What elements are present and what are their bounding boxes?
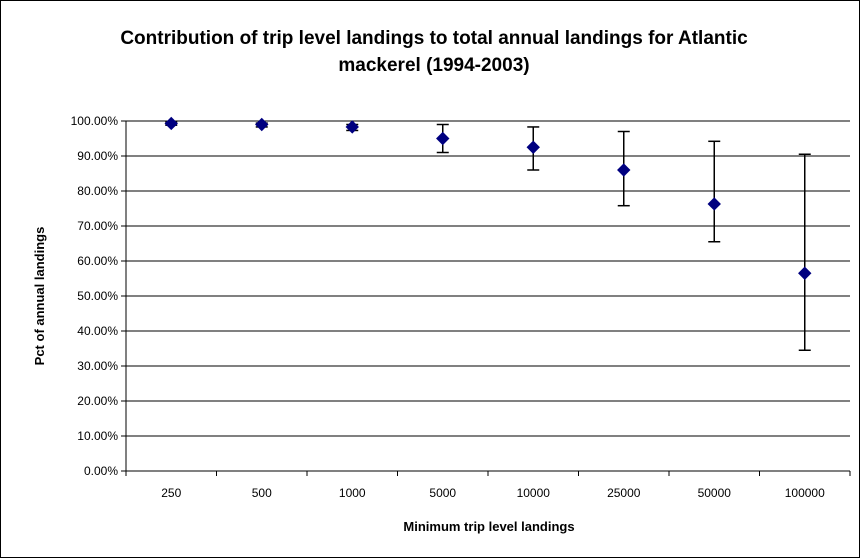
y-tick-label: 30.00% [77, 359, 118, 373]
y-tick-label: 90.00% [77, 149, 118, 163]
y-tick-label: 40.00% [77, 324, 118, 338]
y-tick-label: 70.00% [77, 219, 118, 233]
x-tick-label: 50000 [698, 486, 732, 500]
axes [121, 120, 851, 476]
x-tick-label: 250 [161, 486, 181, 500]
data-points [164, 116, 812, 280]
y-tick-label: 100.00% [71, 114, 119, 128]
x-tick-label: 500 [252, 486, 272, 500]
x-tick-labels: 250 500 1000 5000 10000 25000 50000 100000 [161, 486, 825, 500]
x-tick-label: 25000 [607, 486, 641, 500]
data-point-diamond [798, 266, 812, 280]
gridlines [126, 120, 850, 437]
x-tick-label: 100000 [785, 486, 825, 500]
y-tick-label: 0.00% [84, 464, 118, 478]
data-point-diamond [345, 120, 359, 134]
data-point-diamond [436, 131, 450, 146]
x-tick-label: 5000 [429, 486, 456, 500]
y-tick-label: 20.00% [77, 394, 118, 408]
x-tick-label: 10000 [517, 486, 551, 500]
chart-title-line-1: Contribution of trip level landings to t… [120, 28, 748, 49]
y-tick-label: 50.00% [77, 289, 118, 303]
chart-title-line-2: mackerel (1994-2003) [338, 55, 529, 76]
y-tick-label: 80.00% [77, 184, 118, 198]
data-point-diamond [617, 163, 631, 177]
y-tick-label: 10.00% [77, 429, 118, 443]
y-tick-labels: 0.00% 10.00% 20.00% 30.00% 40.00% 50.00% 60.00… [71, 114, 119, 478]
y-tick-label: 60.00% [77, 254, 118, 268]
x-axis-title: Minimum trip level landings [403, 519, 574, 534]
x-tick-label: 1000 [339, 486, 366, 500]
data-point-diamond [526, 140, 540, 154]
data-point-diamond [164, 116, 178, 131]
data-point-diamond [707, 197, 721, 211]
data-point-diamond [255, 117, 269, 132]
y-axis-title: Pct of annual landings [32, 227, 47, 366]
